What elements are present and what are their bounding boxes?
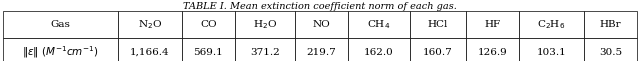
Text: TABLE I. Mean extinction coefficient norm of each gas.: TABLE I. Mean extinction coefficient nor…	[183, 2, 457, 11]
